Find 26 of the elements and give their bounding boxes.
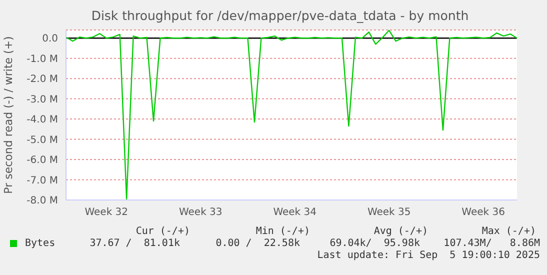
text: 107.43M/ 8.86M	[442, 238, 540, 249]
y-tick-label: -7.0 M	[26, 175, 58, 186]
text: Last update: Fri Sep 5 19:00:10 2025	[316, 250, 540, 261]
text: Cur (-/+)	[134, 226, 190, 237]
text: Min (-/+)	[254, 226, 310, 237]
legend-label: Bytes	[24, 238, 56, 249]
y-tick-label: -8.0 M	[26, 196, 58, 207]
y-tick-label: -6.0 M	[26, 155, 58, 166]
text: Avg (-/+)	[372, 226, 428, 237]
chart-title: Disk throughput for /dev/mapper/pve-data_tdata - by month	[90, 8, 470, 23]
y-tick-label: -2.0 M	[26, 74, 58, 86]
y-tick-label: -4.0 M	[26, 114, 58, 126]
text: 69.04k/ 95.98k	[328, 238, 420, 249]
x-tick-label: Week 35	[367, 207, 411, 218]
text: Max (-/+)	[480, 226, 536, 237]
x-tick-label: Week 36	[462, 207, 505, 218]
x-tick-label: Week 34	[273, 207, 317, 218]
x-tick-label: Week 32	[84, 207, 128, 218]
text: 37.67 / 81.01k	[88, 238, 180, 249]
y-tick-label: -3.0 M	[26, 94, 58, 106]
y-tick-label: -5.0 M	[26, 134, 58, 146]
y-tick-label: 0.0	[42, 34, 58, 45]
y-tick-label: -1.0 M	[26, 54, 58, 65]
text: 0.00 / 22.58k	[214, 238, 300, 249]
y-axis-title: Pr second read (-) / write (+)	[2, 36, 15, 194]
x-tick-label: Week 33	[178, 207, 222, 218]
